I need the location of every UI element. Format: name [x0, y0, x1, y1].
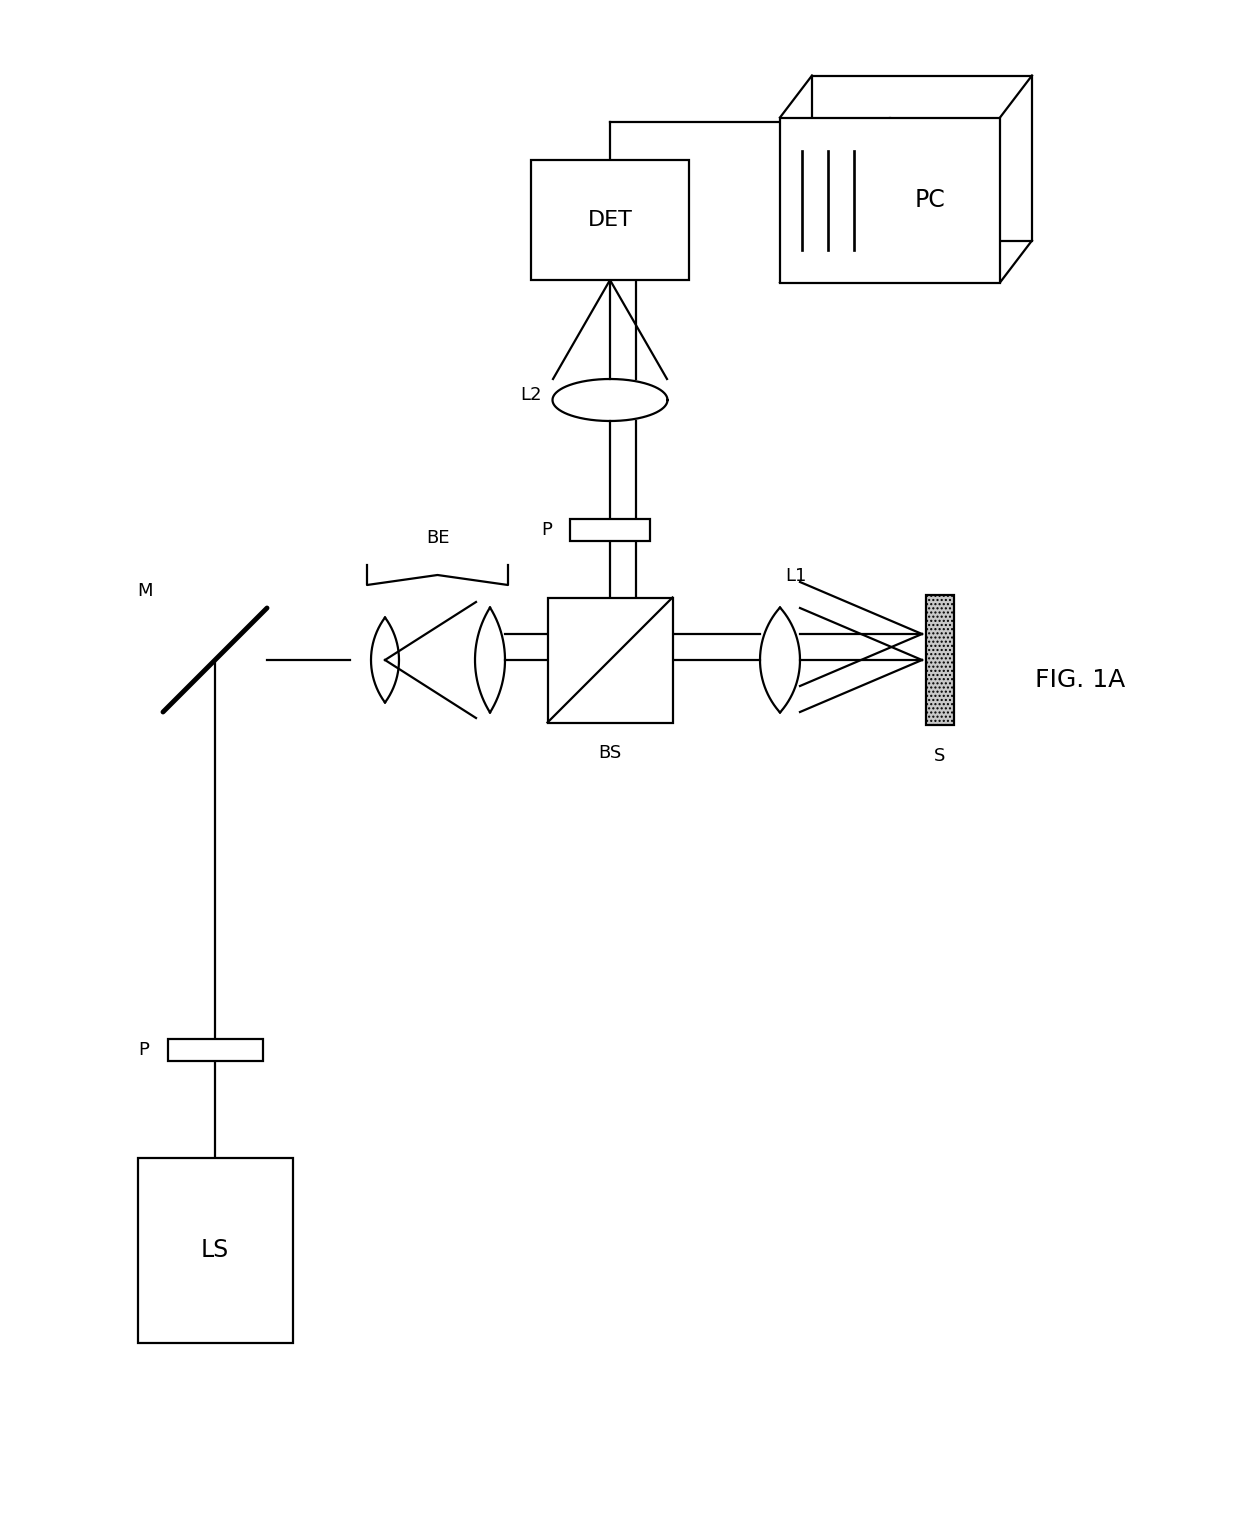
- Text: BS: BS: [599, 744, 621, 763]
- Text: PC: PC: [915, 188, 945, 212]
- Bar: [531, 160, 689, 280]
- Bar: [548, 598, 672, 723]
- Text: LS: LS: [201, 1238, 229, 1262]
- Text: DET: DET: [588, 210, 632, 230]
- Text: L1: L1: [785, 567, 806, 586]
- Text: M: M: [138, 583, 153, 601]
- Text: S: S: [934, 747, 946, 766]
- Text: FIG. 1A: FIG. 1A: [1035, 669, 1125, 691]
- Text: BE: BE: [425, 530, 449, 548]
- Bar: [138, 1157, 293, 1342]
- Bar: [812, 76, 1032, 241]
- Bar: [780, 118, 999, 283]
- Bar: [570, 519, 650, 542]
- Text: L2: L2: [521, 386, 542, 404]
- Bar: [926, 595, 954, 725]
- Text: P: P: [541, 520, 552, 539]
- Bar: [167, 1039, 263, 1061]
- Text: P: P: [139, 1041, 150, 1059]
